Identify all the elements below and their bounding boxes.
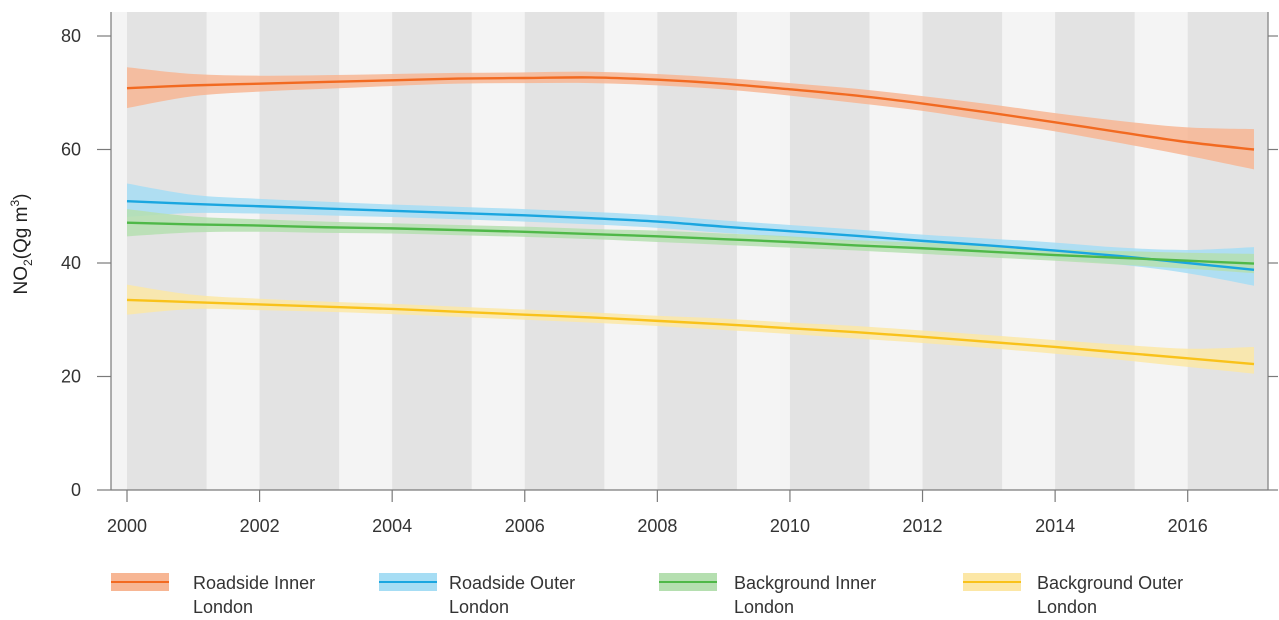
series-line-background-inner-london: [126, 221, 1255, 265]
legend-label: Roadside Inner London: [193, 573, 316, 617]
x-tick-label: 2012: [903, 516, 943, 536]
x-tick-label: 2002: [240, 516, 280, 536]
series-line-background-outer-london: [126, 298, 1255, 366]
y-tick-label: 60: [61, 140, 81, 160]
legend-label: Background Inner London: [734, 573, 877, 617]
y-axis-title: NO2(Qg m3): [8, 194, 35, 295]
legend-swatch-roadside-outer: [379, 573, 437, 591]
series-line-roadside-outer-london: [126, 199, 1255, 272]
background-band: [789, 12, 870, 490]
y-tick-label: 0: [71, 480, 81, 500]
x-tick-label: 2010: [770, 516, 810, 536]
x-tick-label: 2004: [372, 516, 412, 536]
confidence-band-roadside-outer-london: [127, 183, 1254, 286]
series-line-roadside-inner-london: [126, 76, 1255, 151]
tick-labels: 0 20 40 60 80 2000 2002 2004 2006 2008 2010 2012 201…: [61, 26, 1208, 536]
legend-swatch-background-inner: [659, 573, 717, 591]
background-band: [657, 12, 737, 490]
background-band: [392, 12, 472, 490]
series-lines: [126, 76, 1255, 366]
legend-swatch-roadside-inner: [111, 573, 169, 591]
legend-label: Background Outer London: [1037, 573, 1184, 617]
x-tick-label: 2006: [505, 516, 545, 536]
line-chart: 0 20 40 60 80 2000 2002 2004 2006 2008 2010 2012 201…: [8, 12, 1278, 536]
background-band: [259, 12, 340, 490]
legend-label: Roadside Outer London: [449, 573, 576, 617]
legend: Roadside Inner London Roadside Outer Lon…: [0, 566, 1279, 620]
confidence-band-background-outer-london: [127, 284, 1254, 374]
x-tick-label: 2014: [1035, 516, 1075, 536]
x-tick-label: 2000: [107, 516, 147, 536]
x-tick-label: 2016: [1168, 516, 1208, 536]
x-tick-label: 2008: [637, 516, 677, 536]
y-tick-label: 40: [61, 253, 81, 273]
y-tick-label: 20: [61, 367, 81, 387]
legend-swatch-background-outer: [963, 573, 1021, 591]
confidence-band-background-inner-london: [127, 209, 1254, 274]
background-band: [524, 12, 605, 490]
axes: [97, 12, 1278, 502]
y-tick-label: 80: [61, 26, 81, 46]
